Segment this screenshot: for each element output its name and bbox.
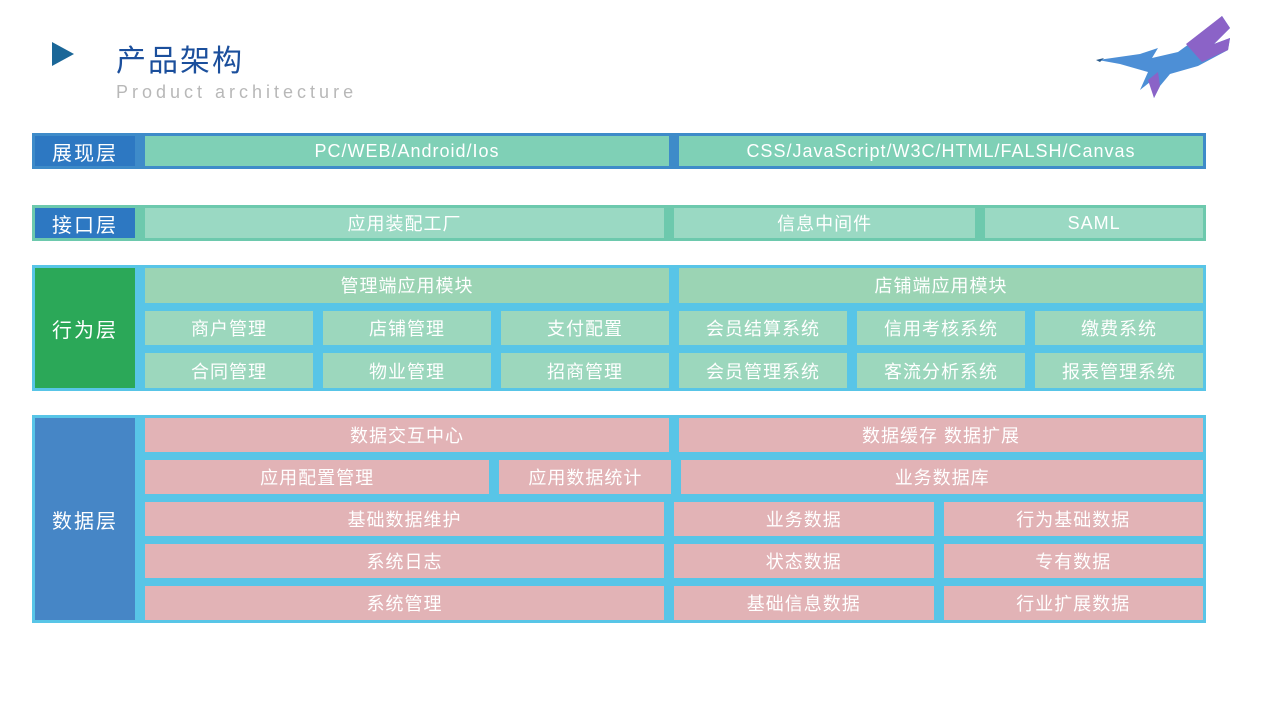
data-r5-c2: 基础信息数据 [674,586,934,620]
slide-title: 产品架构 [116,36,244,80]
layer-behavior: 行为层 管理端应用模块 商户管理 店铺管理 支付配置 合同管理 物业管理 招商管… [32,265,1206,391]
behavior-left-r2-c3: 招商管理 [501,353,669,388]
data-r5-c3: 行业扩展数据 [944,586,1204,620]
data-r4-c1: 系统日志 [145,544,664,578]
behavior-header-right: 店铺端应用模块 [679,268,1203,303]
interface-cell-2: 信息中间件 [674,208,975,238]
slide-subtitle: Product architecture [116,82,357,103]
interface-cell-1: 应用装配工厂 [145,208,664,238]
data-r3-c1: 基础数据维护 [145,502,664,536]
bird-icon [1090,14,1240,100]
behavior-left-r2-c2: 物业管理 [323,353,491,388]
behavior-right-r2-c3: 报表管理系统 [1035,353,1203,388]
data-r5-c1: 系统管理 [145,586,664,620]
data-r1-c2: 数据缓存 数据扩展 [679,418,1203,452]
layer-label-presentation: 展现层 [35,136,135,166]
presentation-cell-1: PC/WEB/Android/Ios [145,136,669,166]
behavior-right-r1-c3: 缴费系统 [1035,311,1203,346]
data-r2-c3: 业务数据库 [681,460,1203,494]
interface-cell-3: SAML [985,208,1203,238]
behavior-header-left: 管理端应用模块 [145,268,669,303]
presentation-cell-2: CSS/JavaScript/W3C/HTML/FALSH/Canvas [679,136,1203,166]
data-r1-c1: 数据交互中心 [145,418,669,452]
data-r4-c2: 状态数据 [674,544,934,578]
behavior-right-r2-c2: 客流分析系统 [857,353,1025,388]
data-r3-c2: 业务数据 [674,502,934,536]
layer-data: 数据层 数据交互中心 数据缓存 数据扩展 应用配置管理 应用数据统计 业务数据库… [32,415,1206,623]
behavior-left-r1-c3: 支付配置 [501,311,669,346]
data-r3-c3: 行为基础数据 [944,502,1204,536]
layer-presentation: 展现层 PC/WEB/Android/Ios CSS/JavaScript/W3… [32,133,1206,169]
data-r2-c2: 应用数据统计 [499,460,671,494]
behavior-left-r2-c1: 合同管理 [145,353,313,388]
layer-label-data: 数据层 [35,418,135,620]
behavior-right-r1-c2: 信用考核系统 [857,311,1025,346]
data-r2-c1: 应用配置管理 [145,460,489,494]
data-r4-c3: 专有数据 [944,544,1204,578]
behavior-left-r1-c2: 店铺管理 [323,311,491,346]
layer-label-interface: 接口层 [35,208,135,238]
behavior-right-r1-c1: 会员结算系统 [679,311,847,346]
layer-interface: 接口层 应用装配工厂 信息中间件 SAML [32,205,1206,241]
behavior-left-r1-c1: 商户管理 [145,311,313,346]
layer-label-behavior: 行为层 [35,268,135,388]
title-triangle-icon [52,42,74,66]
behavior-right-r2-c1: 会员管理系统 [679,353,847,388]
